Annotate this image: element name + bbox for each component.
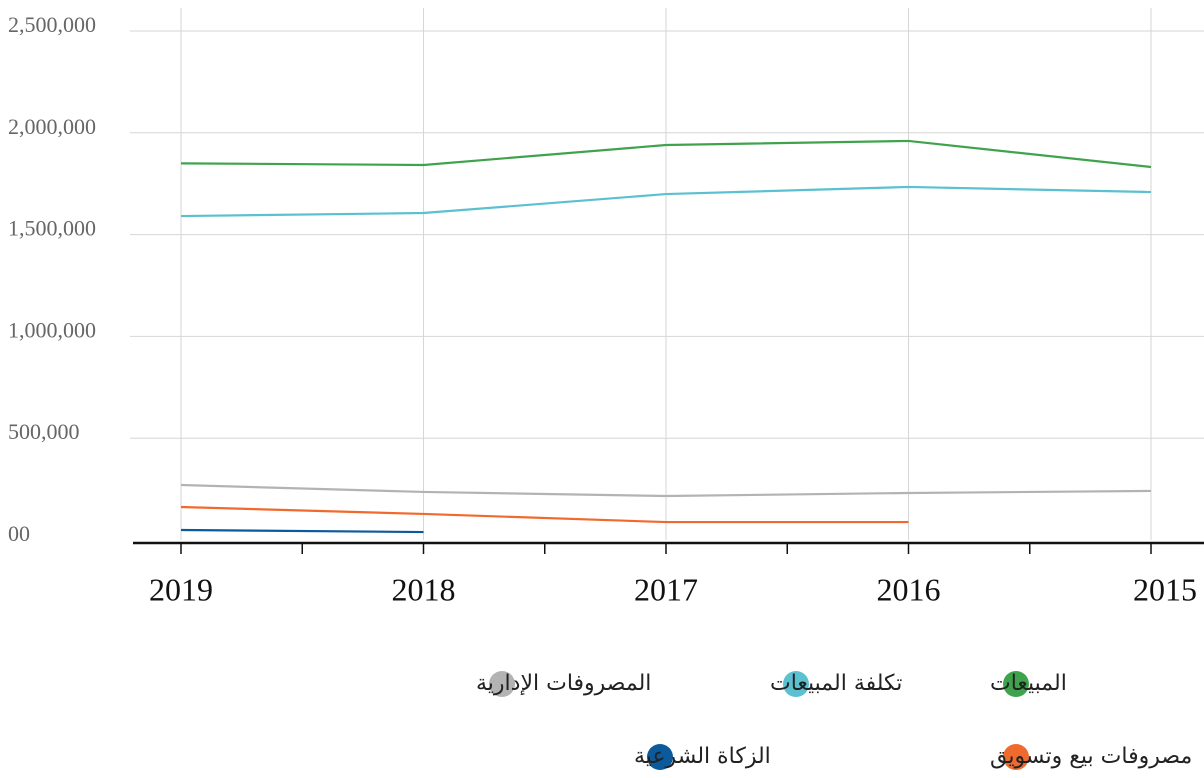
series-line	[180, 483, 1152, 498]
x-tick-label: 2015	[1133, 571, 1197, 607]
y-tick-label: 1,000,000	[8, 317, 96, 342]
legend-label: المبيعات	[990, 671, 1067, 696]
legend-label: تكلفة المبيعات	[770, 671, 902, 696]
legend-swatch	[647, 744, 673, 770]
x-tick-label: 2017	[634, 571, 698, 607]
legend-label: المصروفات الإدارية	[476, 671, 651, 696]
series-line	[180, 139, 1152, 169]
series-line	[180, 528, 424, 534]
y-tick-label: 2,500,000	[8, 12, 96, 37]
legend-label: مصروفات بيع وتسويق	[990, 744, 1192, 769]
y-tick-label: 00	[8, 521, 30, 546]
y-tick-label: 1,500,000	[8, 216, 96, 241]
legend-swatch	[489, 671, 515, 697]
x-tick-label: 2019	[149, 571, 213, 607]
legend-swatch	[1003, 744, 1029, 770]
x-tick-label: 2018	[392, 571, 456, 607]
series-line	[180, 505, 909, 524]
y-tick-label: 2,000,000	[8, 114, 96, 139]
series-line	[180, 185, 1152, 218]
legend-swatch	[1003, 671, 1029, 697]
x-tick-label: 2016	[877, 571, 941, 607]
legend-label: الزكاة الشرعية	[634, 744, 771, 769]
legend-swatch	[783, 671, 809, 697]
y-tick-label: 500,000	[8, 419, 80, 444]
